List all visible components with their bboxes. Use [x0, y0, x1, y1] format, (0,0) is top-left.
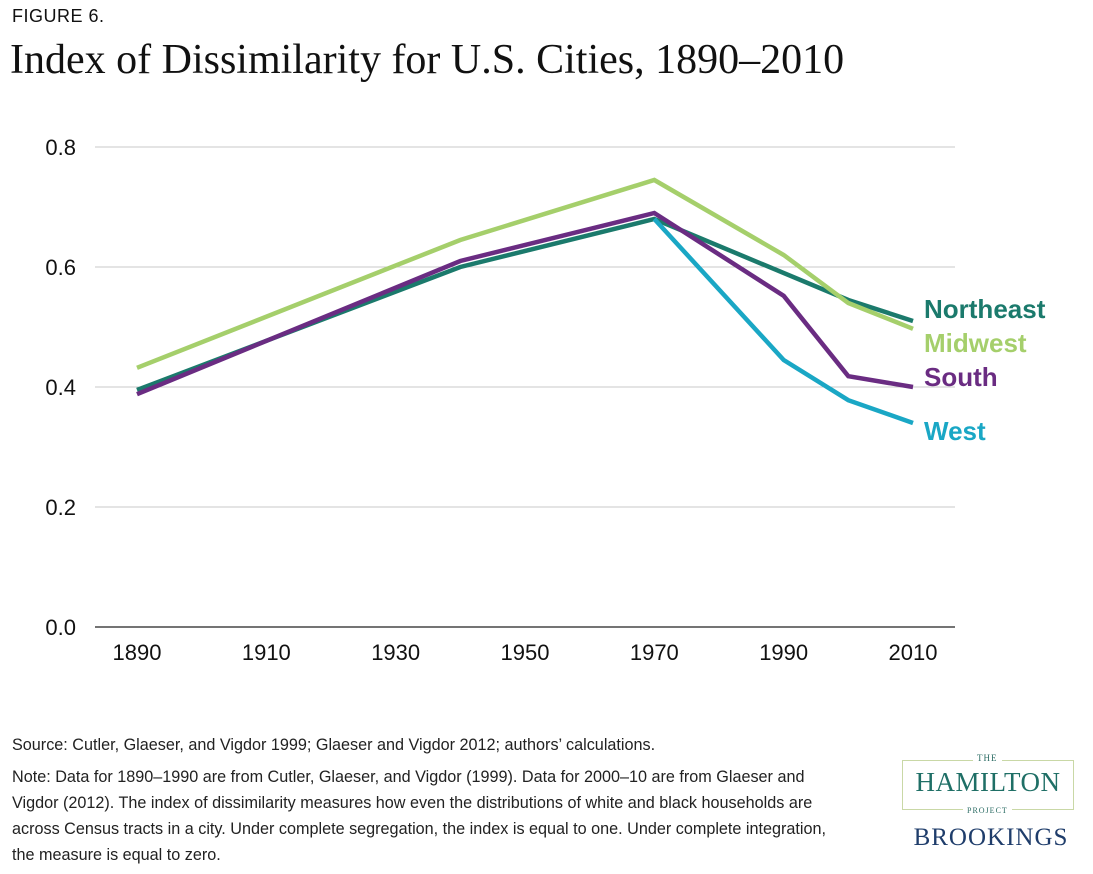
- x-tick-label: 1950: [501, 640, 550, 665]
- x-tick-label: 1930: [371, 640, 420, 665]
- source-note: Source: Cutler, Glaeser, and Vigdor 1999…: [12, 736, 656, 754]
- x-tick-label: 1990: [759, 640, 808, 665]
- line-chart: 0.0 0.2 0.4 0.6 0.8 1890 1910 1930 1950 1970 1990 2…: [45, 135, 1046, 665]
- x-tick-label: 1970: [630, 640, 679, 665]
- y-tick-label: 0.2: [45, 495, 76, 520]
- series-label-west: West: [924, 416, 986, 446]
- chart-title: Index of Dissimilarity for U.S. Cities, …: [10, 37, 845, 83]
- logo-hamilton-text: HAMILTON: [915, 767, 1061, 797]
- x-tick-label: 1910: [242, 640, 291, 665]
- x-tick-label: 2010: [889, 640, 938, 665]
- hamilton-project-logo: THE HAMILTON PROJECT: [902, 753, 1074, 815]
- series-line-south: [136, 210, 914, 397]
- y-tick-label: 0.8: [45, 135, 76, 160]
- series-label-northeast: Northeast: [924, 294, 1046, 324]
- footnotes: Source: Cutler, Glaeser, and Vigdor 1999…: [12, 732, 842, 874]
- logo-project-text: PROJECT: [963, 806, 1012, 815]
- x-tick-label: 1890: [113, 640, 162, 665]
- y-tick-label: 0.0: [45, 615, 76, 640]
- brookings-logo-text: BROOKINGS: [913, 824, 1069, 851]
- series-line-midwest: [136, 177, 914, 370]
- y-tick-label: 0.6: [45, 255, 76, 280]
- logo-the-text: THE: [973, 753, 1002, 763]
- series-label-south: South: [924, 362, 998, 392]
- series-label-midwest: Midwest: [924, 328, 1027, 358]
- y-tick-label: 0.4: [45, 375, 76, 400]
- note-text: Note: Data for 1890–1990 are from Cutler…: [12, 768, 827, 864]
- hamilton-brookings-logo: THE HAMILTON PROJECT BROOKINGS: [896, 753, 1086, 852]
- series-line-west: [652, 217, 914, 426]
- figure-label: FIGURE 6.: [12, 6, 105, 26]
